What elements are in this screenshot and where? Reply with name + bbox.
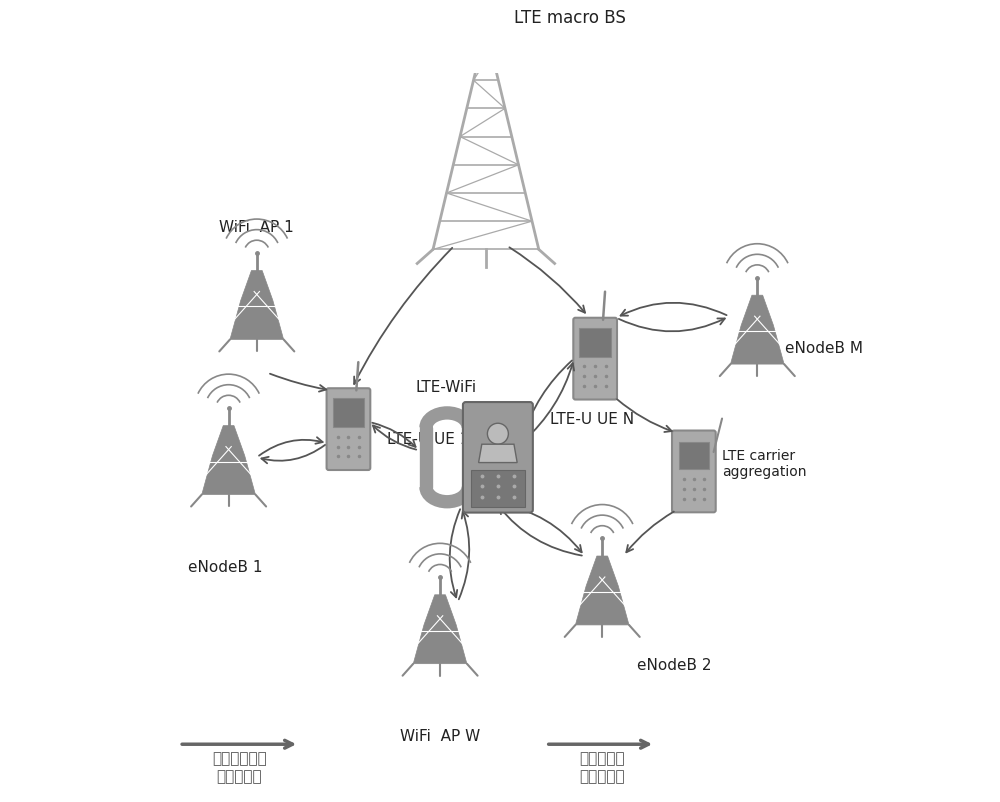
FancyBboxPatch shape	[573, 318, 617, 399]
Bar	[679, 443, 709, 469]
Text: LTE carrier
aggregation: LTE carrier aggregation	[722, 449, 807, 480]
Text: 用户可使用
的授权频段: 用户可使用 的授权频段	[579, 751, 625, 784]
Bar	[579, 328, 611, 357]
Text: LTE-U UE N: LTE-U UE N	[550, 411, 634, 427]
Text: WiFi  AP 1: WiFi AP 1	[219, 221, 294, 235]
Polygon shape	[230, 270, 284, 339]
Polygon shape	[413, 595, 467, 664]
Text: eNodeB M: eNodeB M	[785, 341, 863, 355]
Polygon shape	[575, 556, 629, 625]
Polygon shape	[202, 426, 255, 495]
Text: LTE macro BS: LTE macro BS	[514, 10, 626, 27]
Circle shape	[487, 423, 508, 444]
Bar	[471, 471, 525, 507]
Text: eNodeB 2: eNodeB 2	[637, 658, 712, 673]
Polygon shape	[731, 295, 784, 364]
FancyBboxPatch shape	[463, 402, 533, 512]
Polygon shape	[479, 444, 517, 463]
Text: LTE-WiFi: LTE-WiFi	[415, 380, 477, 395]
Bar	[333, 398, 364, 427]
FancyBboxPatch shape	[327, 388, 370, 470]
Text: eNodeB 1: eNodeB 1	[188, 560, 262, 574]
Text: 用户可使用的
未授权频段: 用户可使用的 未授权频段	[212, 751, 267, 784]
Text: LTE-U UE 1: LTE-U UE 1	[387, 432, 470, 448]
Text: WiFi  AP W: WiFi AP W	[400, 729, 480, 743]
FancyBboxPatch shape	[672, 431, 716, 512]
